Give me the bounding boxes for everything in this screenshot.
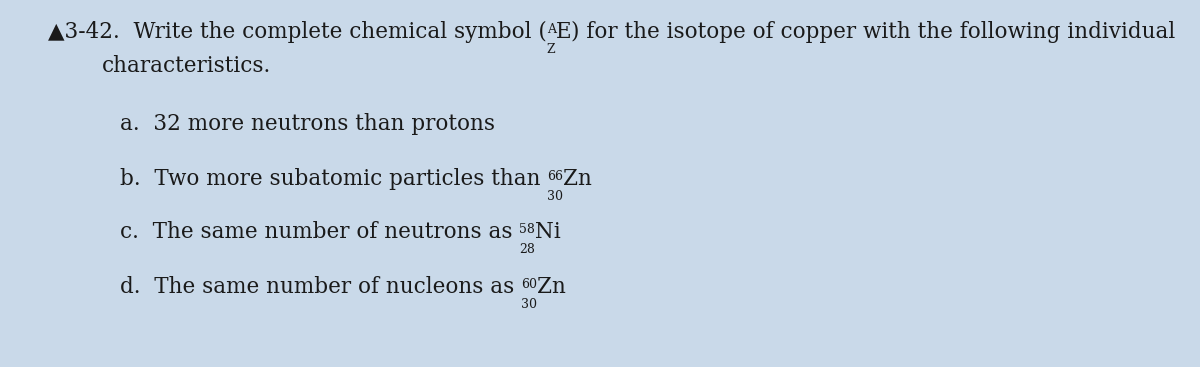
Text: 30: 30 — [521, 298, 538, 311]
Text: ) for the isotope of copper with the following individual: ) for the isotope of copper with the fol… — [571, 21, 1176, 43]
Text: 66: 66 — [547, 170, 563, 183]
Text: 58: 58 — [520, 223, 535, 236]
Text: b.  Two more subatomic particles than: b. Two more subatomic particles than — [120, 168, 547, 190]
Text: 28: 28 — [520, 243, 535, 256]
Text: Zn: Zn — [563, 168, 593, 190]
Text: ▲3-42.  Write the complete chemical symbol (: ▲3-42. Write the complete chemical symbo… — [48, 21, 547, 43]
Text: Ni: Ni — [535, 221, 562, 243]
Text: Zn: Zn — [538, 276, 566, 298]
Text: Z: Z — [547, 43, 556, 56]
Text: E: E — [556, 21, 571, 43]
Text: a.  32 more neutrons than protons: a. 32 more neutrons than protons — [120, 113, 496, 135]
Text: c.  The same number of neutrons as: c. The same number of neutrons as — [120, 221, 520, 243]
Text: d.  The same number of nucleons as: d. The same number of nucleons as — [120, 276, 521, 298]
Text: characteristics.: characteristics. — [102, 55, 271, 77]
Text: A: A — [547, 23, 556, 36]
Text: 60: 60 — [521, 278, 538, 291]
Text: 30: 30 — [547, 190, 563, 203]
